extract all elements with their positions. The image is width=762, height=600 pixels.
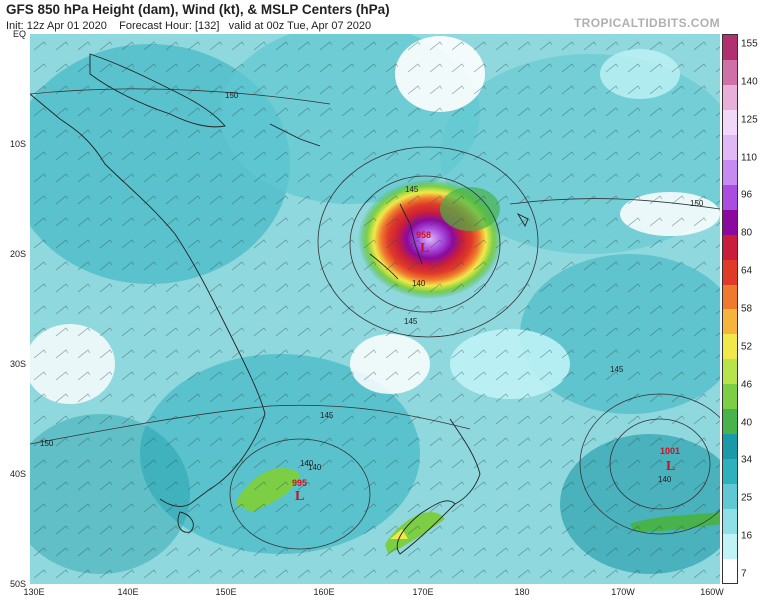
colorbar-tick-label: 80 — [741, 227, 753, 239]
mslp-centers: 958 L 995 L 1001 L — [292, 230, 680, 504]
colorbar-segment — [723, 483, 737, 509]
valid-time: valid at 00z Tue, Apr 07 2020 — [228, 20, 372, 32]
colorbar-tick-label: 16 — [741, 530, 753, 542]
lat-label-30s: 30S — [9, 359, 26, 369]
colorbar-tick-label: 140 — [741, 76, 758, 88]
colorbar-segment — [723, 209, 737, 235]
colorbar-segment — [723, 558, 737, 584]
colorbar-tick-label: 46 — [741, 379, 753, 391]
wind-colorbar — [722, 34, 738, 584]
site-watermark: TROPICALTIDBITS.COM — [573, 16, 720, 30]
contour-label: 145 — [320, 411, 334, 420]
lon-label-140e: 140E — [117, 587, 139, 597]
colorbar-segment — [723, 333, 737, 360]
colorbar-segment — [723, 35, 737, 61]
colorbar-segment — [723, 134, 737, 161]
colorbar-tick-label: 96 — [741, 189, 753, 201]
colorbar-tick-label: 34 — [741, 454, 753, 466]
contour-label: 145 — [610, 365, 624, 374]
colorbar-segment — [723, 159, 737, 185]
lon-label-150e: 150E — [215, 587, 237, 597]
low-center-value: 1001 — [660, 446, 680, 456]
colorbar-segment — [723, 533, 737, 559]
colorbar-segment — [723, 109, 737, 136]
contour-label: 150 — [690, 199, 704, 208]
lon-label-170w: 170W — [611, 587, 635, 597]
contour-label: 140 — [412, 279, 426, 288]
colorbar-segment — [723, 458, 737, 484]
lon-label-160e: 160E — [313, 587, 335, 597]
low-center-value: 958 — [416, 230, 431, 240]
colorbar-segment — [723, 284, 737, 310]
lat-label-10s: 10S — [9, 139, 26, 149]
colorbar-segment — [723, 59, 737, 86]
contour-labels: 150 145 140 150 145 140 145 140 145 140 … — [40, 91, 704, 484]
colorbar-tick-label: 125 — [741, 114, 758, 126]
colorbar-tick-label: 58 — [741, 303, 753, 315]
colorbar-segment — [723, 84, 737, 111]
contour-label: 140 — [658, 475, 672, 484]
map-panel: 150 145 140 150 145 140 145 140 145 140 … — [30, 34, 720, 584]
init-time: Init: 12z Apr 01 2020 — [6, 20, 107, 32]
colorbar-segment — [723, 358, 737, 385]
map-title: GFS 850 hPa Height (dam), Wind (kt), & M… — [6, 2, 390, 17]
map-subtitle: Init: 12z Apr 01 2020 Forecast Hour: [13… — [6, 20, 371, 32]
height-contours — [30, 88, 720, 550]
lon-label-170e: 170E — [412, 587, 434, 597]
contour-label: 145 — [405, 185, 419, 194]
contour-label: 140 — [308, 463, 322, 472]
colorbar-tick-label: 155 — [741, 38, 758, 50]
colorbar-segment — [723, 508, 737, 534]
lat-label-20s: 20S — [9, 249, 26, 259]
colorbar-tick-label: 7 — [741, 568, 747, 580]
map-svg: 150 145 140 150 145 140 145 140 145 140 … — [30, 34, 720, 584]
colorbar-tick-label: 110 — [741, 152, 757, 164]
contour-label: 150 — [40, 439, 54, 448]
low-center-symbol: L — [295, 489, 304, 504]
contour-label: 150 — [225, 91, 239, 100]
lat-label-eq: EQ — [12, 29, 26, 39]
lat-label-40s: 40S — [9, 469, 26, 479]
colorbar-tick-label: 25 — [741, 492, 753, 504]
lon-label-160w: 160W — [700, 587, 724, 597]
colorbar-tick-label: 52 — [741, 341, 753, 353]
low-center-value: 995 — [292, 478, 307, 488]
wind-barbs — [30, 34, 720, 584]
colorbar-segment — [723, 408, 737, 435]
colorbar-segment — [723, 259, 737, 285]
colorbar-tick-label: 64 — [741, 265, 753, 277]
colorbar-segment — [723, 309, 737, 335]
low-center-symbol: L — [420, 241, 429, 256]
lon-label-180: 180 — [514, 587, 530, 597]
lon-label-130e: 130E — [23, 587, 45, 597]
colorbar-segment — [723, 433, 737, 459]
lat-label-50s: 50S — [9, 579, 26, 589]
colorbar-segment — [723, 383, 737, 410]
forecast-hour: Forecast Hour: [132] — [119, 20, 220, 32]
colorbar-tick-label: 40 — [741, 417, 753, 429]
low-center-symbol: L — [666, 459, 675, 474]
colorbar-segment — [723, 184, 737, 210]
contour-label: 145 — [404, 317, 418, 326]
colorbar-segment — [723, 234, 737, 260]
contour-label: 140 — [300, 459, 314, 468]
